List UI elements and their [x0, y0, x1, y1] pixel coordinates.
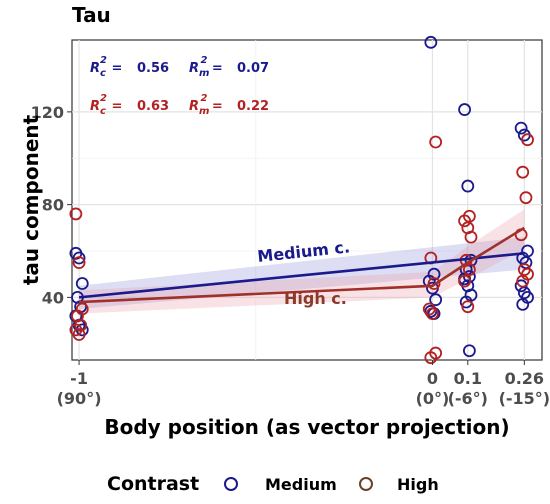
legend-key-medium — [224, 477, 238, 491]
legend: Contrast Medium High — [107, 473, 439, 495]
data-point-high — [519, 191, 533, 205]
data-point-high — [521, 133, 534, 147]
y-tick-label: 40 — [42, 288, 64, 307]
fit-lines — [78, 226, 526, 304]
series-label-high: High c. — [284, 289, 347, 308]
data-point-medium — [75, 277, 89, 290]
annotation-high-rc2: 0.63 — [137, 99, 169, 114]
chart-title: Tau — [72, 3, 111, 27]
legend-title: Contrast — [107, 473, 199, 495]
x-tick-sublabel: (-15°) — [499, 389, 550, 408]
data-point-high — [516, 165, 530, 179]
axis-ticks: 40 80 120 -1(90°) 0(0°)0.1(-6°) 0.26(-15°) — [31, 103, 550, 408]
data-point-high — [427, 277, 441, 290]
fit-line-high — [79, 226, 526, 304]
data-point-high — [458, 214, 471, 228]
plot-panel — [71, 39, 543, 361]
legend-label-high: High — [397, 475, 439, 494]
data-point-medium — [458, 103, 471, 116]
legend-key-high — [359, 477, 373, 491]
annotation-medium-rc2: 0.56 — [137, 61, 169, 76]
data-point-high — [516, 274, 530, 288]
x-tick-sublabel: (-6°) — [448, 389, 488, 408]
ci-band-medium — [79, 237, 525, 309]
data-point-medium — [516, 297, 530, 311]
y-tick-label: 120 — [31, 103, 64, 122]
x-tick-sublabel: (90°) — [57, 389, 102, 408]
y-axis-title: tau component — [19, 114, 43, 285]
fit-line-medium — [78, 252, 525, 299]
data-point-medium — [424, 304, 438, 318]
data-point-high — [72, 328, 86, 341]
legend-label-medium: Medium — [265, 475, 337, 494]
data-points — [69, 35, 534, 365]
data-point-high — [458, 274, 471, 288]
data-point-high — [429, 135, 443, 149]
x-axis-title: Body position (as vector projection) — [104, 415, 509, 439]
x-tick-label: 0.1 — [454, 369, 482, 388]
data-point-high — [72, 256, 86, 270]
data-point-medium — [462, 344, 476, 358]
data-point-medium — [424, 35, 438, 49]
data-point-medium — [514, 121, 528, 135]
data-point-medium — [429, 293, 443, 307]
data-point-high — [424, 351, 438, 365]
data-point-high — [464, 230, 478, 244]
grid — [72, 40, 542, 360]
x-tick-label: 0 — [427, 369, 438, 388]
data-point-high — [426, 307, 439, 321]
x-tick-label: -1 — [70, 369, 88, 388]
data-point-high — [461, 300, 475, 314]
annotation-high-rm2: 0.22 — [237, 99, 269, 114]
data-point-high — [69, 207, 83, 221]
y-tick-label: 80 — [42, 196, 64, 215]
data-point-medium — [72, 251, 86, 265]
annotation-medium-rm2: 0.07 — [237, 61, 269, 76]
data-point-high — [462, 263, 476, 276]
x-tick-label: 0.26 — [505, 369, 544, 388]
x-tick-sublabel: (0°) — [416, 389, 450, 408]
data-point-medium — [461, 179, 475, 193]
